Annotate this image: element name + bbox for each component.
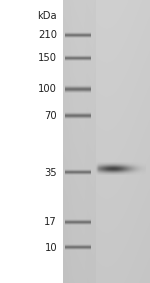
Text: 150: 150 [38, 53, 57, 63]
Text: 10: 10 [44, 243, 57, 253]
Text: kDa: kDa [37, 10, 57, 21]
Text: 100: 100 [38, 84, 57, 94]
Text: 17: 17 [44, 217, 57, 227]
Text: 210: 210 [38, 30, 57, 40]
Text: 35: 35 [44, 168, 57, 178]
Text: 70: 70 [44, 111, 57, 121]
